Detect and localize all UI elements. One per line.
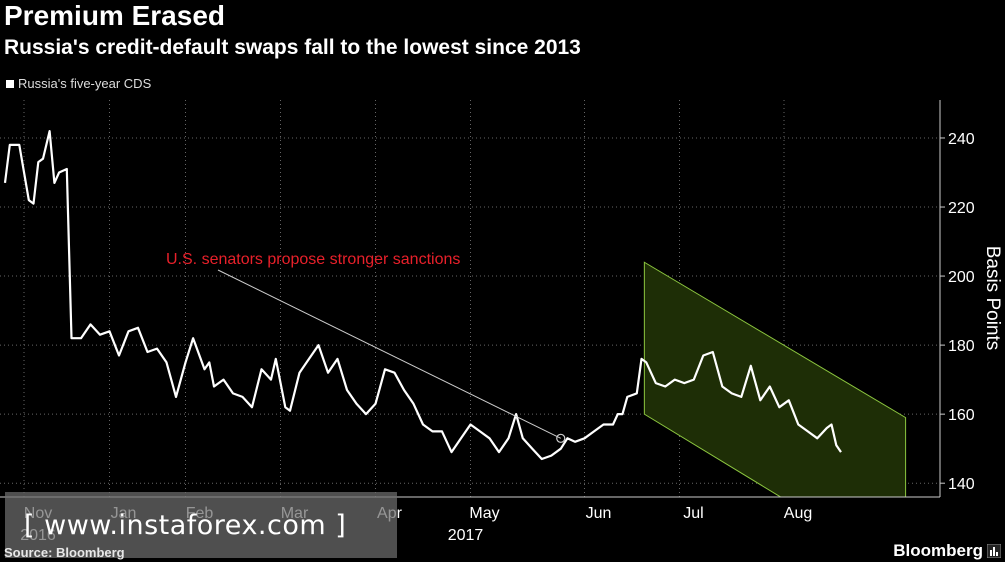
watermark-text: [ www.instaforex.com ] xyxy=(24,510,347,541)
y-tick-label: 180 xyxy=(948,338,975,355)
x-year-label: 2017 xyxy=(448,527,484,544)
brand-terminal-icon xyxy=(987,544,1001,558)
trend-channel xyxy=(643,261,907,497)
y-tick-label: 140 xyxy=(948,476,975,493)
annotation-leader-line xyxy=(217,269,561,439)
chart-title: Premium Erased xyxy=(4,0,225,31)
chart-subtitle: Russia's credit-default swaps fall to th… xyxy=(4,36,581,59)
legend: Russia's five-year CDS xyxy=(6,76,151,91)
legend-swatch-icon xyxy=(6,79,14,88)
y-tick-label: 200 xyxy=(948,269,975,286)
x-tick-label: Aug xyxy=(784,505,812,522)
annotation-marker xyxy=(556,433,566,443)
series-line xyxy=(3,130,842,461)
x-tick-label: Jun xyxy=(586,505,612,522)
x-tick-label: Jul xyxy=(683,505,703,522)
y-tick-label: 160 xyxy=(948,407,975,424)
watermark-overlay xyxy=(5,492,397,558)
legend-label: Russia's five-year CDS xyxy=(18,76,152,91)
source-note: Source: Bloomberg xyxy=(4,545,125,560)
annotation-text: U.S. senators propose stronger sanctions xyxy=(166,251,460,268)
y-axis-title: Basis Points xyxy=(982,246,1003,351)
x-tick-label: May xyxy=(469,505,499,522)
y-tick-label: 240 xyxy=(948,131,975,148)
brand-logo: Bloomberg xyxy=(893,541,983,560)
y-tick-label: 220 xyxy=(948,200,975,217)
